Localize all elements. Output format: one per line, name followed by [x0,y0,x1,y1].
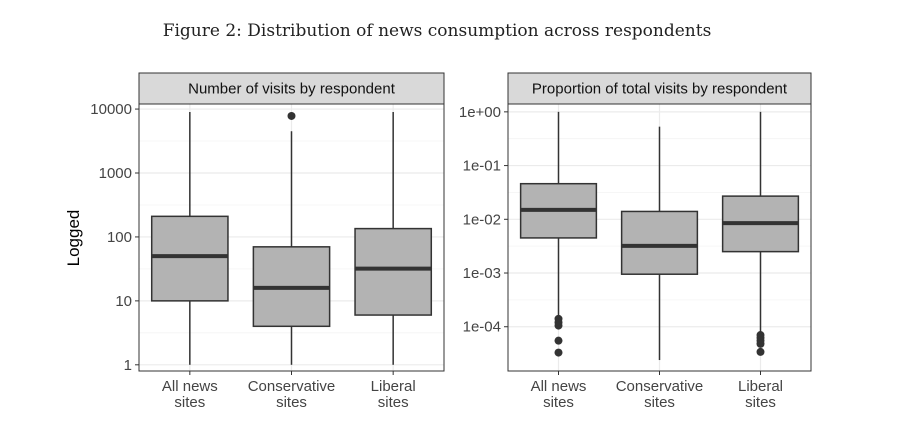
y-tick-label: 1 [124,357,132,374]
facet-panel-1: Number of visits by respondent 1 10 100 1000… [90,72,445,411]
x-tick-label: sites [543,394,574,411]
boxplot-2 [252,111,331,365]
x-tick-label: All news [531,378,587,395]
facet-title: Number of visits by respondent [188,81,396,98]
x-tick-label: All news [162,378,218,395]
y-tick-label: 100 [107,229,132,246]
box-iqr [150,215,229,302]
facet-title: Proportion of total visits by respondent [532,81,788,98]
outlier-point [756,347,765,356]
box-iqr [354,227,433,316]
x-tick-label: sites [644,394,675,411]
x-tick-label: sites [378,394,409,411]
y-tick-label: 1e-04 [463,319,501,336]
outlier-point [554,348,563,357]
box-iqr [620,210,699,275]
y-tick-label: 1e-03 [463,265,501,282]
outlier-point [554,336,563,345]
boxplot-1 [150,111,229,365]
boxplot-3 [721,111,800,356]
facet-strip [138,72,445,105]
boxplot-1 [519,111,598,357]
x-tick-label: Conservative [616,378,704,395]
x-tick-label: sites [174,394,205,411]
facet-panels: Number of visits by respondent 1 10 100 1000… [90,72,812,411]
y-axis-label: Logged [64,210,83,267]
outlier-point [287,111,296,120]
x-tick-label: sites [745,394,776,411]
y-tick-label: 10 [115,293,132,310]
facet-panel-2: Proportion of total visits by respondent… [459,72,812,411]
y-tick-label: 1e-02 [463,211,501,228]
facet-strip [507,72,812,105]
x-tick-label: Liberal [738,378,783,395]
y-tick-label: 1000 [99,165,132,182]
y-tick-label: 1e-01 [463,158,501,175]
y-tick-label: 1e+00 [459,104,501,121]
x-tick-label: sites [276,394,307,411]
y-tick-label: 10000 [90,101,132,118]
x-tick-label: Liberal [371,378,416,395]
boxplot-3 [354,111,433,365]
outlier-point [554,321,563,330]
x-tick-label: Conservative [248,378,336,395]
figure-caption: Figure 2: Distribution of news consumpti… [163,21,712,41]
outlier-point [756,339,765,348]
boxplot-2 [620,126,699,361]
